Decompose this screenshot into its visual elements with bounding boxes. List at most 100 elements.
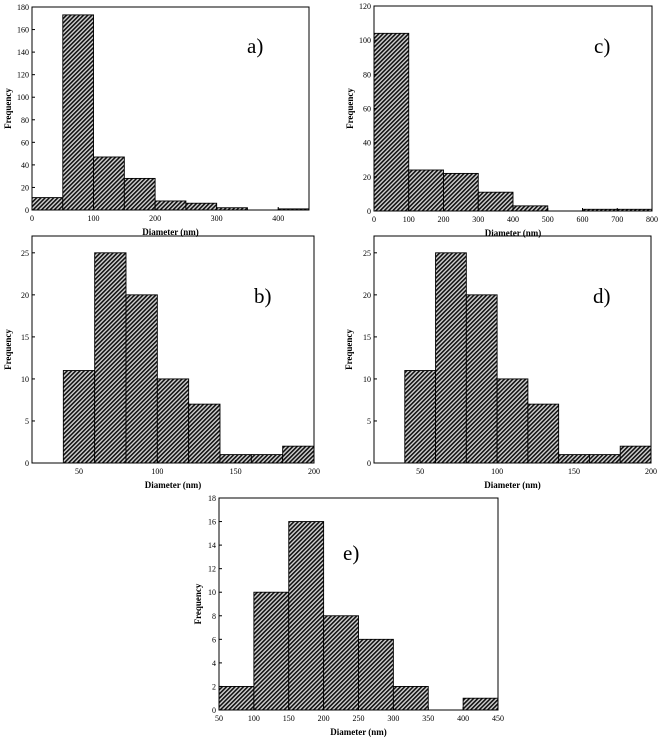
y-tick-label: 0 bbox=[25, 206, 29, 215]
histogram-bar bbox=[477, 191, 514, 212]
histogram-bar bbox=[250, 454, 284, 464]
x-axis-title: Diameter (nm) bbox=[330, 727, 387, 737]
panel-label: a) bbox=[247, 34, 263, 58]
y-tick-label: 80 bbox=[363, 70, 371, 79]
x-tick-label: 150 bbox=[283, 714, 295, 723]
x-tick-label: 600 bbox=[577, 215, 589, 224]
histogram-bar bbox=[156, 378, 190, 464]
y-tick-label: 2 bbox=[212, 682, 216, 691]
x-tick-label: 350 bbox=[422, 714, 434, 723]
histogram-bar bbox=[94, 252, 127, 464]
histogram-bar bbox=[462, 697, 499, 711]
x-tick-label: 200 bbox=[318, 714, 330, 723]
panel-label: d) bbox=[593, 284, 611, 308]
x-tick-label: 200 bbox=[308, 467, 320, 476]
x-tick-label: 300 bbox=[387, 714, 399, 723]
x-tick-label: 100 bbox=[151, 467, 163, 476]
y-tick-label: 15 bbox=[21, 333, 29, 342]
x-tick-label: 150 bbox=[230, 467, 242, 476]
x-tick-label: 250 bbox=[353, 714, 365, 723]
histogram-panel: 0 100 200 300 400 0 20 40 60 80 100 120 140 160 180 Dia… bbox=[3, 3, 310, 237]
x-tick-label: 300 bbox=[472, 215, 484, 224]
histogram-bar bbox=[218, 685, 255, 711]
y-tick-label: 25 bbox=[363, 249, 371, 258]
x-tick-label: 100 bbox=[248, 714, 260, 723]
y-tick-label: 120 bbox=[359, 2, 371, 11]
histogram-panel: 50 100 150 200 0 5 10 15 20 25 Diameter (nm) Freque… bbox=[3, 235, 320, 490]
histogram-panel: 50 100 150 200 250 300 350 400 450 0 2 4 6 8 10 12 14 16 1… bbox=[193, 494, 504, 737]
y-tick-label: 16 bbox=[208, 518, 216, 527]
x-tick-label: 150 bbox=[568, 467, 580, 476]
y-tick-label: 15 bbox=[363, 333, 371, 342]
histogram-panel: 0 100 200 300 400 500 600 700 800 0 20 40 60 80 100 120… bbox=[345, 2, 658, 238]
y-tick-label: 60 bbox=[363, 105, 371, 114]
histogram-bar bbox=[188, 403, 221, 464]
histogram-bar bbox=[288, 521, 325, 711]
x-tick-label: 50 bbox=[75, 467, 83, 476]
y-tick-label: 0 bbox=[367, 207, 371, 216]
histogram-bar bbox=[358, 638, 394, 711]
histogram-bar bbox=[62, 370, 96, 464]
y-tick-label: 0 bbox=[212, 706, 216, 715]
histogram-bar bbox=[185, 202, 218, 211]
y-tick-label: 20 bbox=[363, 291, 371, 300]
histogram-bar bbox=[323, 615, 359, 711]
histogram-bar bbox=[465, 294, 498, 464]
panel-label: e) bbox=[343, 541, 359, 565]
histogram-bar bbox=[125, 294, 158, 464]
y-axis-title: Frequency bbox=[345, 88, 355, 129]
y-tick-label: 40 bbox=[21, 161, 29, 170]
panel-label: b) bbox=[254, 284, 272, 308]
y-tick-label: 180 bbox=[17, 3, 29, 12]
y-tick-label: 14 bbox=[208, 541, 216, 550]
y-tick-label: 20 bbox=[363, 173, 371, 182]
histogram-bar bbox=[408, 169, 444, 212]
x-tick-label: 100 bbox=[88, 214, 100, 223]
x-axis-title: Diameter (nm) bbox=[145, 480, 202, 490]
panel-label: c) bbox=[594, 34, 610, 58]
y-tick-label: 20 bbox=[21, 183, 29, 192]
histogram-bar bbox=[527, 403, 560, 464]
y-axis-title: Frequency bbox=[344, 329, 354, 370]
histogram-bar bbox=[619, 445, 652, 464]
histogram-bar bbox=[253, 591, 290, 711]
histogram-bar bbox=[404, 370, 437, 464]
y-axis-title: Frequency bbox=[193, 583, 203, 624]
y-tick-label: 10 bbox=[363, 375, 371, 384]
x-tick-label: 200 bbox=[149, 214, 161, 223]
x-tick-label: 400 bbox=[507, 215, 519, 224]
y-tick-label: 100 bbox=[359, 36, 371, 45]
x-tick-label: 800 bbox=[646, 215, 658, 224]
x-tick-label: 0 bbox=[372, 215, 376, 224]
y-tick-label: 12 bbox=[208, 565, 216, 574]
x-axis-title: Diameter (nm) bbox=[142, 227, 199, 237]
x-tick-label: 100 bbox=[491, 467, 503, 476]
y-tick-label: 10 bbox=[21, 375, 29, 384]
histogram-bar bbox=[154, 200, 187, 211]
x-tick-label: 400 bbox=[272, 214, 284, 223]
histogram-bar bbox=[31, 197, 64, 211]
y-tick-label: 80 bbox=[21, 116, 29, 125]
x-tick-label: 0 bbox=[30, 214, 34, 223]
y-tick-label: 8 bbox=[212, 612, 216, 621]
histogram-bar bbox=[392, 685, 429, 711]
y-axis-title: Frequency bbox=[3, 88, 13, 129]
y-tick-label: 100 bbox=[17, 93, 29, 102]
y-tick-label: 20 bbox=[21, 291, 29, 300]
x-tick-label: 400 bbox=[457, 714, 469, 723]
x-tick-label: 500 bbox=[542, 215, 554, 224]
histogram-bar bbox=[282, 445, 315, 464]
x-tick-label: 450 bbox=[492, 714, 504, 723]
y-tick-label: 25 bbox=[21, 249, 29, 258]
plot-frame bbox=[31, 235, 315, 464]
x-axis-title: Diameter (nm) bbox=[484, 480, 541, 490]
x-tick-label: 50 bbox=[215, 714, 223, 723]
x-tick-label: 300 bbox=[211, 214, 223, 223]
histogram-bar bbox=[93, 156, 125, 211]
y-tick-label: 10 bbox=[208, 588, 216, 597]
histogram-bar bbox=[62, 14, 95, 211]
y-tick-label: 4 bbox=[212, 659, 216, 668]
y-tick-label: 40 bbox=[363, 139, 371, 148]
plot-frame bbox=[373, 235, 652, 464]
